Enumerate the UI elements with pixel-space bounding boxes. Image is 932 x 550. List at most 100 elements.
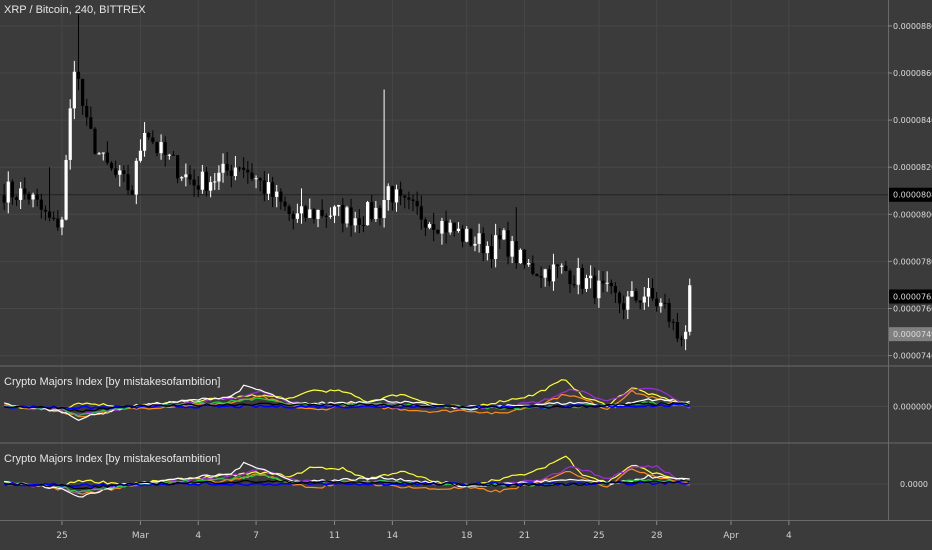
candle-body: [312, 209, 316, 219]
candle-body: [221, 163, 225, 173]
candle-body: [233, 167, 238, 177]
candle-body: [332, 206, 337, 216]
indicator-2-axis-label: 0.0000: [900, 480, 928, 489]
candle-body: [147, 132, 151, 138]
indicator-2-title[interactable]: Crypto Majors Index [by mistakesofambiti…: [4, 453, 221, 465]
candle-body: [204, 171, 209, 191]
time-tick-label: 4: [195, 531, 201, 541]
candle-body: [171, 154, 176, 156]
candle-body: [275, 191, 279, 197]
candle-body: [489, 245, 494, 259]
candle-body: [370, 202, 374, 219]
price-tick-label: 0.00008800: [893, 22, 932, 31]
candle-body: [679, 338, 684, 340]
candle-body: [617, 292, 622, 304]
candle-body: [419, 206, 423, 220]
candle-body: [225, 163, 229, 171]
candle-body: [56, 218, 60, 228]
candle-body: [378, 207, 382, 218]
candle-body: [390, 186, 394, 203]
candle-body: [357, 218, 361, 225]
candle-body: [407, 197, 411, 200]
candle-body: [382, 199, 386, 218]
candle-body: [89, 117, 93, 129]
candle-body: [386, 186, 390, 200]
price-tick-label: 0.00008000: [893, 210, 932, 219]
candle-body: [176, 155, 180, 179]
candle-body: [250, 172, 254, 179]
candle-body: [328, 215, 333, 217]
price-badge-label: 0.00007651: [893, 292, 932, 301]
candle-body: [659, 302, 663, 307]
candle-body: [180, 177, 184, 179]
indicator-line: [3, 402, 690, 413]
candle-body: [43, 209, 48, 212]
candle-body: [650, 288, 655, 299]
candle-body: [85, 105, 89, 118]
candle-body: [126, 174, 130, 191]
candle-body: [642, 296, 646, 303]
candle-body: [597, 280, 601, 299]
candle-body: [138, 150, 143, 161]
candle-body: [494, 235, 498, 259]
candle-body: [580, 268, 584, 289]
time-tick-label: 21: [519, 531, 530, 541]
candle-body: [477, 233, 481, 244]
indicator-pane-2: [0, 455, 888, 498]
candle-body: [192, 179, 196, 186]
candle-body: [448, 222, 452, 233]
candle-body: [411, 199, 415, 201]
grid-lines: [0, 0, 932, 521]
candle-body: [134, 160, 138, 195]
candle-body: [539, 276, 543, 278]
time-tick-label: 4: [786, 531, 792, 541]
candle-body: [246, 169, 250, 173]
candle-body: [142, 132, 147, 151]
time-tick-label: 25: [593, 531, 604, 541]
candle-body: [155, 142, 159, 154]
indicator-1-title[interactable]: Crypto Majors Index [by mistakesofambiti…: [4, 376, 221, 388]
candle-body: [547, 269, 551, 282]
candle-body: [510, 241, 514, 257]
candle-body: [341, 205, 345, 224]
time-axis[interactable]: 25 Mar 4 7 11 14 18 21 25 28 Apr 4: [56, 521, 792, 541]
candle-body: [151, 137, 155, 143]
candle-body: [76, 71, 81, 79]
candle-body: [295, 213, 299, 219]
candle-body: [353, 218, 357, 226]
candle-body: [64, 159, 68, 220]
candle-body: [622, 303, 626, 310]
candle-body: [576, 268, 580, 285]
candle-body: [27, 193, 31, 200]
price-badge: [889, 289, 932, 304]
price-axis[interactable]: 0.00008800 0.00008600 0.00008400 0.00008200…: [888, 22, 932, 489]
candle-body: [101, 152, 105, 154]
indicator-pane-1: [0, 379, 888, 421]
candle-body: [415, 200, 419, 207]
candle-body: [130, 190, 134, 195]
candle-body: [427, 223, 432, 228]
candle-body: [213, 181, 217, 183]
time-tick-label: Mar: [132, 531, 149, 541]
candle-body: [118, 170, 122, 175]
candle-body: [52, 217, 56, 219]
candle-body: [593, 275, 597, 299]
candle-body: [320, 209, 324, 216]
candle-body: [23, 188, 27, 194]
candle-body: [572, 284, 576, 286]
candle-body: [394, 189, 399, 203]
candle-body: [258, 178, 262, 181]
candle-body: [555, 264, 560, 267]
price-badge-label: 0.00008083: [893, 191, 932, 200]
indicator-line: [4, 397, 690, 417]
candle-body: [522, 249, 527, 265]
candle-body: [39, 199, 43, 210]
time-tick-label: 7: [253, 531, 259, 541]
candle-body: [345, 207, 349, 224]
candle-body: [531, 263, 535, 274]
candle-body: [304, 206, 308, 218]
price-badge: [889, 327, 932, 342]
candle-body: [584, 278, 589, 289]
candle-body: [560, 265, 564, 267]
